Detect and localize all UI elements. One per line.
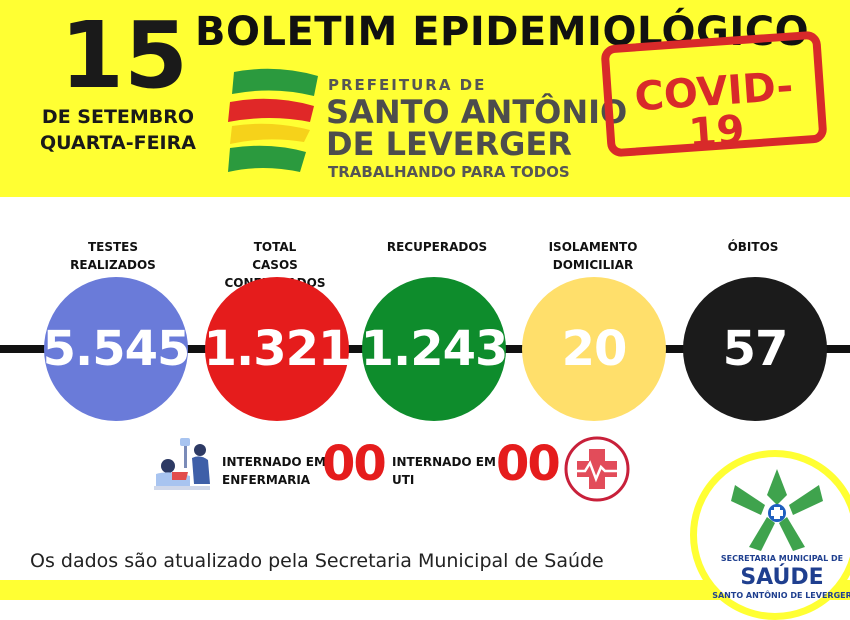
stat-value-deaths: 57 xyxy=(722,321,789,377)
stat-circle-confirmed: 1.321 xyxy=(203,277,352,421)
weekday-text: QUARTA-FEIRA xyxy=(40,132,196,154)
stat-circle-tests: 5.545 xyxy=(42,277,191,421)
seal-name: SAÚDE xyxy=(740,565,824,590)
footer-band xyxy=(0,580,850,600)
stat-label-recovered: RECUPERADOS xyxy=(386,240,488,254)
stat-circle-isolation: 20 xyxy=(522,277,666,421)
icu-value: 00 xyxy=(496,436,561,492)
stat-label-tests: TESTES REALIZADOS xyxy=(70,240,156,272)
footer-note: Os dados são atualizado pela Secretaria … xyxy=(30,550,604,572)
prefeitura-flag-icon xyxy=(228,68,318,172)
slogan: TRABALHANDO PARA TODOS xyxy=(328,163,570,181)
secretariat-emblem-icon xyxy=(731,469,823,551)
stat-value-tests: 5.545 xyxy=(42,321,191,377)
month-text: DE SETEMBRO xyxy=(41,106,195,128)
city-name-line1: SANTO ANTÔNIO xyxy=(326,93,628,131)
stat-circle-deaths: 57 xyxy=(683,277,827,421)
ward-value: 00 xyxy=(322,436,387,492)
patient-bed-icon xyxy=(154,438,210,490)
icu-label: INTERNADO EM UTI xyxy=(392,455,496,487)
stat-value-isolation: 20 xyxy=(561,321,628,377)
city-name-line2: DE LEVERGER xyxy=(326,125,572,163)
covid-stamp: COVID-19 xyxy=(600,30,828,158)
header-band: 15 DE SETEMBRO QUARTA-FEIRA BOLETIM EPID… xyxy=(0,0,850,197)
stat-value-recovered: 1.243 xyxy=(360,321,509,377)
ward-label: INTERNADO EM ENFERMARIA xyxy=(222,455,326,487)
stat-circle-recovered: 1.243 xyxy=(360,277,509,421)
prefeitura-label: PREFEITURA DE xyxy=(328,76,487,94)
seal-top-text: SECRETARIA MUNICIPAL DE xyxy=(720,554,844,563)
health-secretariat-seal: SECRETARIA MUNICIPAL DE SAÚDE SANTO ANTÔ… xyxy=(690,450,850,620)
stat-label-deaths: ÓBITOS xyxy=(727,240,779,254)
covid-stamp-text: COVID-19 xyxy=(633,63,795,157)
seal-bottom-text: SANTO ANTÔNIO DE LEVERGER xyxy=(712,591,850,600)
stat-value-confirmed: 1.321 xyxy=(203,321,352,377)
medical-cross-icon xyxy=(564,436,630,502)
stat-label-isolation: ISOLAMENTO DOMICILIAR xyxy=(548,240,638,272)
bulletin-title: BOLETIM EPIDEMIOLÓGICO xyxy=(195,9,810,55)
day-number: 15 xyxy=(60,2,189,109)
